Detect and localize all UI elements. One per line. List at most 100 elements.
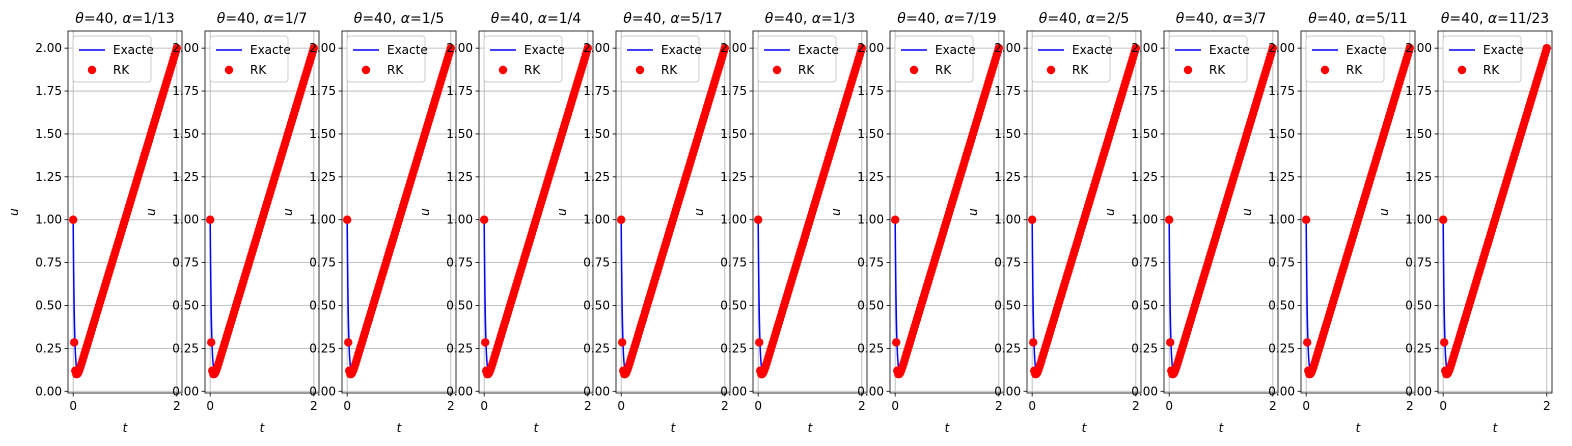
y-tick-label: 1.50 bbox=[857, 127, 884, 141]
y-tick-label: 1.50 bbox=[1268, 127, 1295, 141]
rk-point bbox=[1301, 215, 1311, 224]
rk-point bbox=[994, 43, 1004, 53]
x-axis-label: t bbox=[945, 421, 951, 435]
subplot-title: θ=40, α=1/4 bbox=[491, 11, 582, 27]
y-tick-label: 0.00 bbox=[172, 384, 199, 398]
y-tick-label: 1.50 bbox=[994, 127, 1021, 141]
y-tick-label: 0.00 bbox=[1131, 384, 1158, 398]
y-tick-label: 1.25 bbox=[857, 170, 884, 184]
legend-rk-swatch bbox=[1457, 65, 1467, 75]
legend: Exacte RK bbox=[620, 35, 702, 83]
legend-rk-swatch bbox=[1320, 65, 1330, 75]
subplot-5: 0.00 0.25 0.50 0.75 1.00 1.25 1.50 1.75 2.00 0 2 t u… bbox=[555, 11, 731, 435]
rk-point bbox=[618, 338, 627, 347]
y-tick-label: 0.25 bbox=[172, 341, 199, 355]
y-tick-label: 1.75 bbox=[1131, 84, 1158, 98]
legend-rk-label: RK bbox=[387, 63, 404, 77]
y-tick-label: 0.00 bbox=[1405, 384, 1432, 398]
subplot-title: θ=40, α=5/11 bbox=[1308, 11, 1407, 27]
x-axis-label: t bbox=[808, 421, 814, 435]
y-tick-label: 0.50 bbox=[1405, 299, 1432, 313]
y-tick-label: 0.75 bbox=[1268, 256, 1295, 270]
y-tick-label: 1.50 bbox=[309, 127, 336, 141]
legend-exacte-label: Exacte bbox=[250, 43, 291, 57]
rk-point bbox=[720, 43, 730, 53]
legend-rk-label: RK bbox=[935, 63, 952, 77]
legend-rk-label: RK bbox=[1483, 63, 1500, 77]
x-tick-label: 0 bbox=[1165, 399, 1173, 413]
x-tick-label: 2 bbox=[858, 399, 866, 413]
y-tick-label: 0.75 bbox=[720, 256, 747, 270]
y-tick-label: 0.75 bbox=[857, 256, 884, 270]
y-tick-label: 0.75 bbox=[1131, 256, 1158, 270]
y-tick-label: 1.00 bbox=[35, 213, 62, 227]
y-tick-label: 0.50 bbox=[857, 299, 884, 313]
y-tick-label: 2.00 bbox=[583, 41, 610, 55]
rk-point bbox=[1166, 338, 1175, 347]
legend-rk-label: RK bbox=[1209, 63, 1226, 77]
rk-point bbox=[205, 215, 215, 224]
subplot-title: θ=40, α=5/17 bbox=[623, 11, 722, 27]
legend-rk-label: RK bbox=[524, 63, 541, 77]
axes-frame bbox=[889, 30, 1005, 394]
subplot-title: θ=40, α=1/5 bbox=[354, 11, 445, 27]
y-tick-label: 0.00 bbox=[994, 384, 1021, 398]
x-tick-label: 0 bbox=[617, 399, 625, 413]
y-tick-label: 1.50 bbox=[1405, 127, 1432, 141]
y-axis-label: u bbox=[555, 208, 569, 216]
y-tick-label: 0.25 bbox=[583, 341, 610, 355]
axes-frame bbox=[341, 30, 457, 394]
y-tick-label: 0.50 bbox=[1268, 299, 1295, 313]
legend-exacte-label: Exacte bbox=[1072, 43, 1113, 57]
y-tick-label: 0.50 bbox=[309, 299, 336, 313]
subplot-2: 0.00 0.25 0.50 0.75 1.00 1.25 1.50 1.75 2.00 0 2 t u… bbox=[144, 11, 320, 435]
y-tick-label: 1.25 bbox=[994, 170, 1021, 184]
rk-point bbox=[479, 215, 489, 224]
y-tick-label: 2.00 bbox=[994, 41, 1021, 55]
legend: Exacte RK bbox=[1031, 35, 1113, 83]
y-tick-label: 0.75 bbox=[583, 256, 610, 270]
x-tick-label: 2 bbox=[1406, 399, 1414, 413]
y-tick-label: 0.00 bbox=[35, 384, 62, 398]
y-tick-label: 0.75 bbox=[446, 256, 473, 270]
x-axis-label: t bbox=[397, 421, 403, 435]
legend: Exacte RK bbox=[1442, 35, 1524, 83]
y-tick-label: 0.00 bbox=[857, 384, 884, 398]
subplot-title: θ=40, α=1/7 bbox=[217, 11, 308, 27]
x-axis-label: t bbox=[123, 421, 129, 435]
subplot-3: 0.00 0.25 0.50 0.75 1.00 1.25 1.50 1.75 2.00 0 2 t u… bbox=[281, 11, 457, 435]
rk-point bbox=[1440, 338, 1449, 347]
y-tick-label: 0.25 bbox=[1131, 341, 1158, 355]
rk-point bbox=[857, 43, 867, 53]
x-tick-label: 0 bbox=[343, 399, 351, 413]
x-tick-label: 0 bbox=[480, 399, 488, 413]
y-tick-label: 1.25 bbox=[1405, 170, 1432, 184]
legend: Exacte RK bbox=[483, 35, 565, 83]
legend-exacte-label: Exacte bbox=[524, 43, 565, 57]
y-tick-label: 0.50 bbox=[720, 299, 747, 313]
axes-frame bbox=[615, 30, 731, 394]
y-tick-label: 1.00 bbox=[309, 213, 336, 227]
x-axis-label: t bbox=[1356, 421, 1362, 435]
legend-exacte-label: Exacte bbox=[1346, 43, 1387, 57]
x-tick-label: 0 bbox=[1439, 399, 1447, 413]
y-tick-label: 1.25 bbox=[1268, 170, 1295, 184]
y-tick-label: 1.00 bbox=[720, 213, 747, 227]
rk-point bbox=[616, 215, 626, 224]
x-axis-label: t bbox=[534, 421, 540, 435]
legend-exacte-label: Exacte bbox=[387, 43, 428, 57]
x-tick-label: 2 bbox=[173, 399, 181, 413]
rk-point bbox=[344, 338, 353, 347]
rk-point bbox=[68, 215, 78, 224]
y-tick-label: 2.00 bbox=[1131, 41, 1158, 55]
y-tick-label: 2.00 bbox=[1405, 41, 1432, 55]
legend-exacte-label: Exacte bbox=[1209, 43, 1250, 57]
x-tick-label: 2 bbox=[447, 399, 455, 413]
y-tick-label: 0.50 bbox=[446, 299, 473, 313]
y-tick-label: 0.25 bbox=[720, 341, 747, 355]
y-tick-label: 2.00 bbox=[35, 41, 62, 55]
axes-frame bbox=[204, 30, 320, 394]
y-tick-label: 1.25 bbox=[446, 170, 473, 184]
x-tick-label: 2 bbox=[995, 399, 1003, 413]
legend-rk-swatch bbox=[87, 65, 97, 75]
